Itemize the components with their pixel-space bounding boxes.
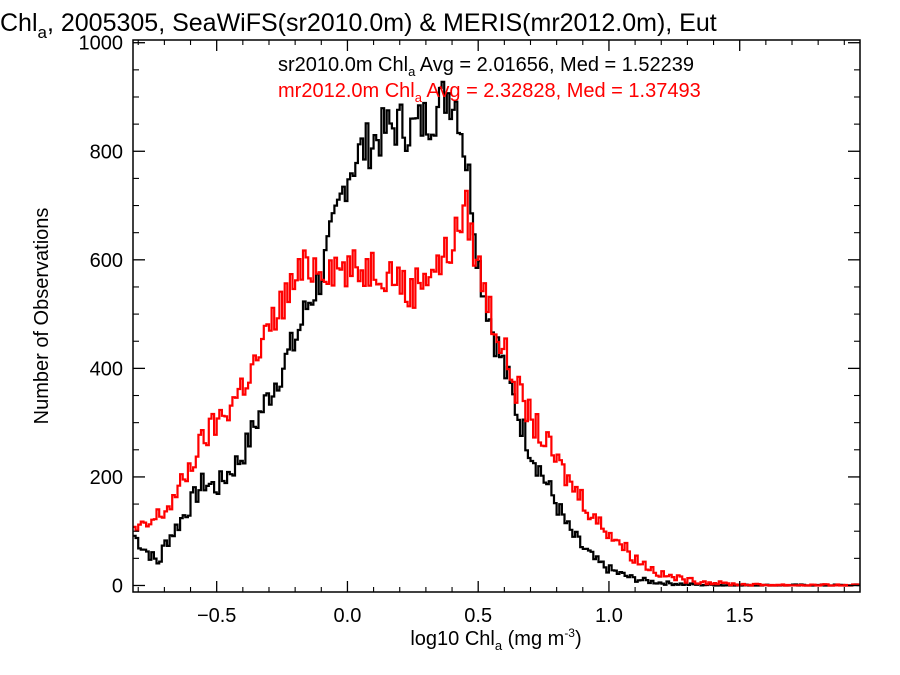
series-layer [133, 80, 860, 587]
y-axis: 0 200 400 600 800 1000 [79, 33, 860, 597]
x-axis-label: log10 Chla (mg m-3) [410, 626, 581, 653]
plot-frame [132, 39, 861, 593]
y-tick-label: 400 [90, 358, 123, 380]
x-axis: −0.5 0.0 0.5 1.0 1.5 [137, 40, 845, 627]
y-axis-label: Number of Observations [31, 208, 53, 425]
series-line-mr2012-0m [133, 189, 860, 587]
legend-entry-mr2012: mr2012.0m Chla Avg = 2.32828, Med = 1.37… [278, 80, 701, 105]
chart-title: Chla, 2005305, SeaWiFS(sr2010.0m) & MERI… [0, 9, 717, 42]
y-tick-label: 0 [112, 575, 123, 597]
x-tick-label: 0.5 [464, 605, 492, 627]
legend-entry-sr2010: sr2010.0m Chla Avg = 2.01656, Med = 1.52… [278, 54, 694, 79]
legend: sr2010.0m Chla Avg = 2.01656, Med = 1.52… [278, 54, 701, 105]
x-tick-label: 1.5 [726, 605, 754, 627]
y-tick-label: 800 [90, 141, 123, 163]
y-tick-label: 1000 [79, 33, 124, 55]
y-tick-label: 200 [90, 467, 123, 489]
x-tick-label: 1.0 [595, 605, 623, 627]
y-tick-label: 600 [90, 250, 123, 272]
x-tick-label: 0.0 [334, 605, 362, 627]
x-tick-label: −0.5 [197, 605, 236, 627]
